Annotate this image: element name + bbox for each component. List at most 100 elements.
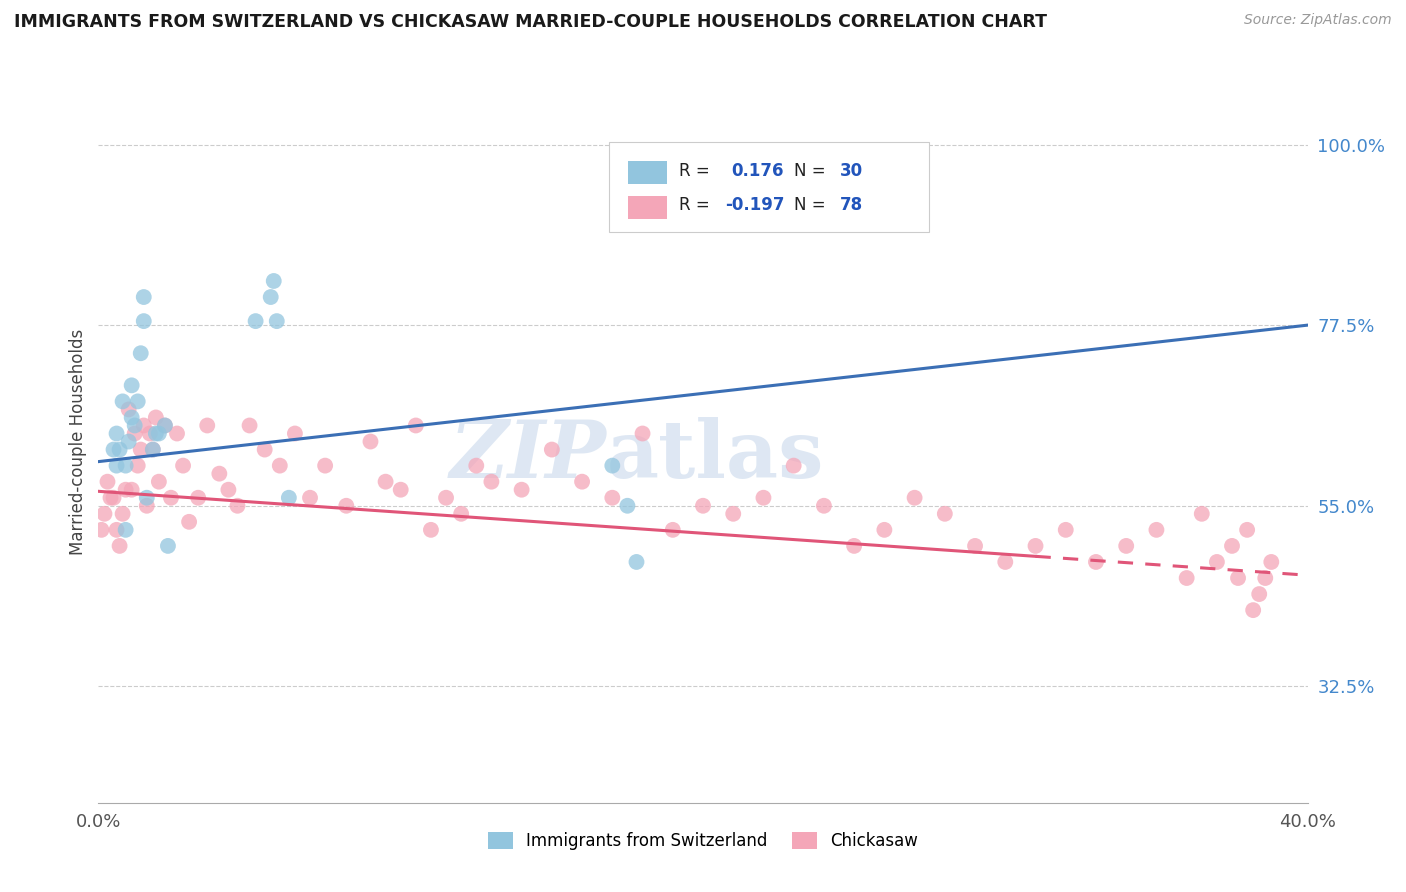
Text: R =: R = — [679, 161, 714, 179]
Point — [103, 442, 125, 457]
Point — [105, 426, 128, 441]
Point — [994, 555, 1017, 569]
Point — [135, 499, 157, 513]
FancyBboxPatch shape — [628, 196, 666, 219]
Point — [121, 483, 143, 497]
Point — [105, 523, 128, 537]
Point — [114, 523, 136, 537]
Point — [105, 458, 128, 473]
Point — [108, 442, 131, 457]
Point — [314, 458, 336, 473]
Point — [434, 491, 457, 505]
Point — [904, 491, 927, 505]
Text: 78: 78 — [839, 196, 863, 214]
Point — [253, 442, 276, 457]
Point — [108, 539, 131, 553]
Point — [160, 491, 183, 505]
Point — [1227, 571, 1250, 585]
FancyBboxPatch shape — [609, 142, 929, 232]
Point — [1236, 523, 1258, 537]
Point — [245, 314, 267, 328]
Point — [263, 274, 285, 288]
Point — [1115, 539, 1137, 553]
Point — [142, 442, 165, 457]
Point — [266, 314, 288, 328]
Point — [1249, 587, 1271, 601]
Point — [121, 378, 143, 392]
Point — [335, 499, 357, 513]
Point — [299, 491, 322, 505]
Point — [844, 539, 866, 553]
Point — [111, 507, 134, 521]
Point — [145, 410, 167, 425]
Point — [114, 483, 136, 497]
Point — [1206, 555, 1229, 569]
Point — [135, 491, 157, 505]
Text: N =: N = — [793, 196, 831, 214]
Point — [510, 483, 533, 497]
Point — [260, 290, 283, 304]
Point — [127, 458, 149, 473]
Point — [1260, 555, 1282, 569]
Point — [121, 410, 143, 425]
Text: Source: ZipAtlas.com: Source: ZipAtlas.com — [1244, 13, 1392, 28]
Point — [1241, 603, 1264, 617]
Text: N =: N = — [793, 161, 831, 179]
Point — [269, 458, 291, 473]
Point — [360, 434, 382, 449]
Point — [420, 523, 443, 537]
Point — [172, 458, 194, 473]
Point — [602, 491, 624, 505]
Point — [132, 290, 155, 304]
Point — [118, 402, 141, 417]
Point — [481, 475, 503, 489]
Text: ZIP: ZIP — [450, 417, 606, 495]
Point — [752, 491, 775, 505]
Point — [450, 507, 472, 521]
Point — [118, 434, 141, 449]
Point — [93, 507, 115, 521]
Point — [132, 314, 155, 328]
Point — [187, 491, 209, 505]
Point — [1220, 539, 1243, 553]
Point — [934, 507, 956, 521]
Point — [124, 418, 146, 433]
Text: IMMIGRANTS FROM SWITZERLAND VS CHICKASAW MARRIED-COUPLE HOUSEHOLDS CORRELATION C: IMMIGRANTS FROM SWITZERLAND VS CHICKASAW… — [14, 13, 1047, 31]
Y-axis label: Married-couple Households: Married-couple Households — [69, 328, 87, 555]
Point — [1175, 571, 1198, 585]
Point — [692, 499, 714, 513]
Text: -0.197: -0.197 — [724, 196, 785, 214]
Point — [277, 491, 299, 505]
Point — [96, 475, 118, 489]
Point — [616, 499, 638, 513]
Point — [195, 418, 218, 433]
Point — [100, 491, 122, 505]
Legend: Immigrants from Switzerland, Chickasaw: Immigrants from Switzerland, Chickasaw — [481, 825, 925, 857]
Point — [111, 394, 134, 409]
Point — [129, 346, 152, 360]
Point — [145, 426, 167, 441]
Point — [132, 418, 155, 433]
Point — [783, 458, 806, 473]
Point — [127, 394, 149, 409]
Point — [723, 507, 745, 521]
Point — [139, 426, 162, 441]
Point — [153, 418, 176, 433]
Point — [208, 467, 231, 481]
Point — [661, 523, 683, 537]
Point — [148, 475, 170, 489]
Point — [389, 483, 412, 497]
Point — [1191, 507, 1213, 521]
Point — [142, 442, 165, 457]
Point — [602, 458, 624, 473]
Point — [813, 145, 835, 160]
Point — [1254, 571, 1277, 585]
Text: atlas: atlas — [606, 417, 824, 495]
Point — [631, 426, 654, 441]
Text: 30: 30 — [839, 161, 863, 179]
Point — [873, 523, 896, 537]
Point — [103, 491, 125, 505]
Point — [124, 426, 146, 441]
Point — [1144, 523, 1167, 537]
Point — [1054, 523, 1077, 537]
